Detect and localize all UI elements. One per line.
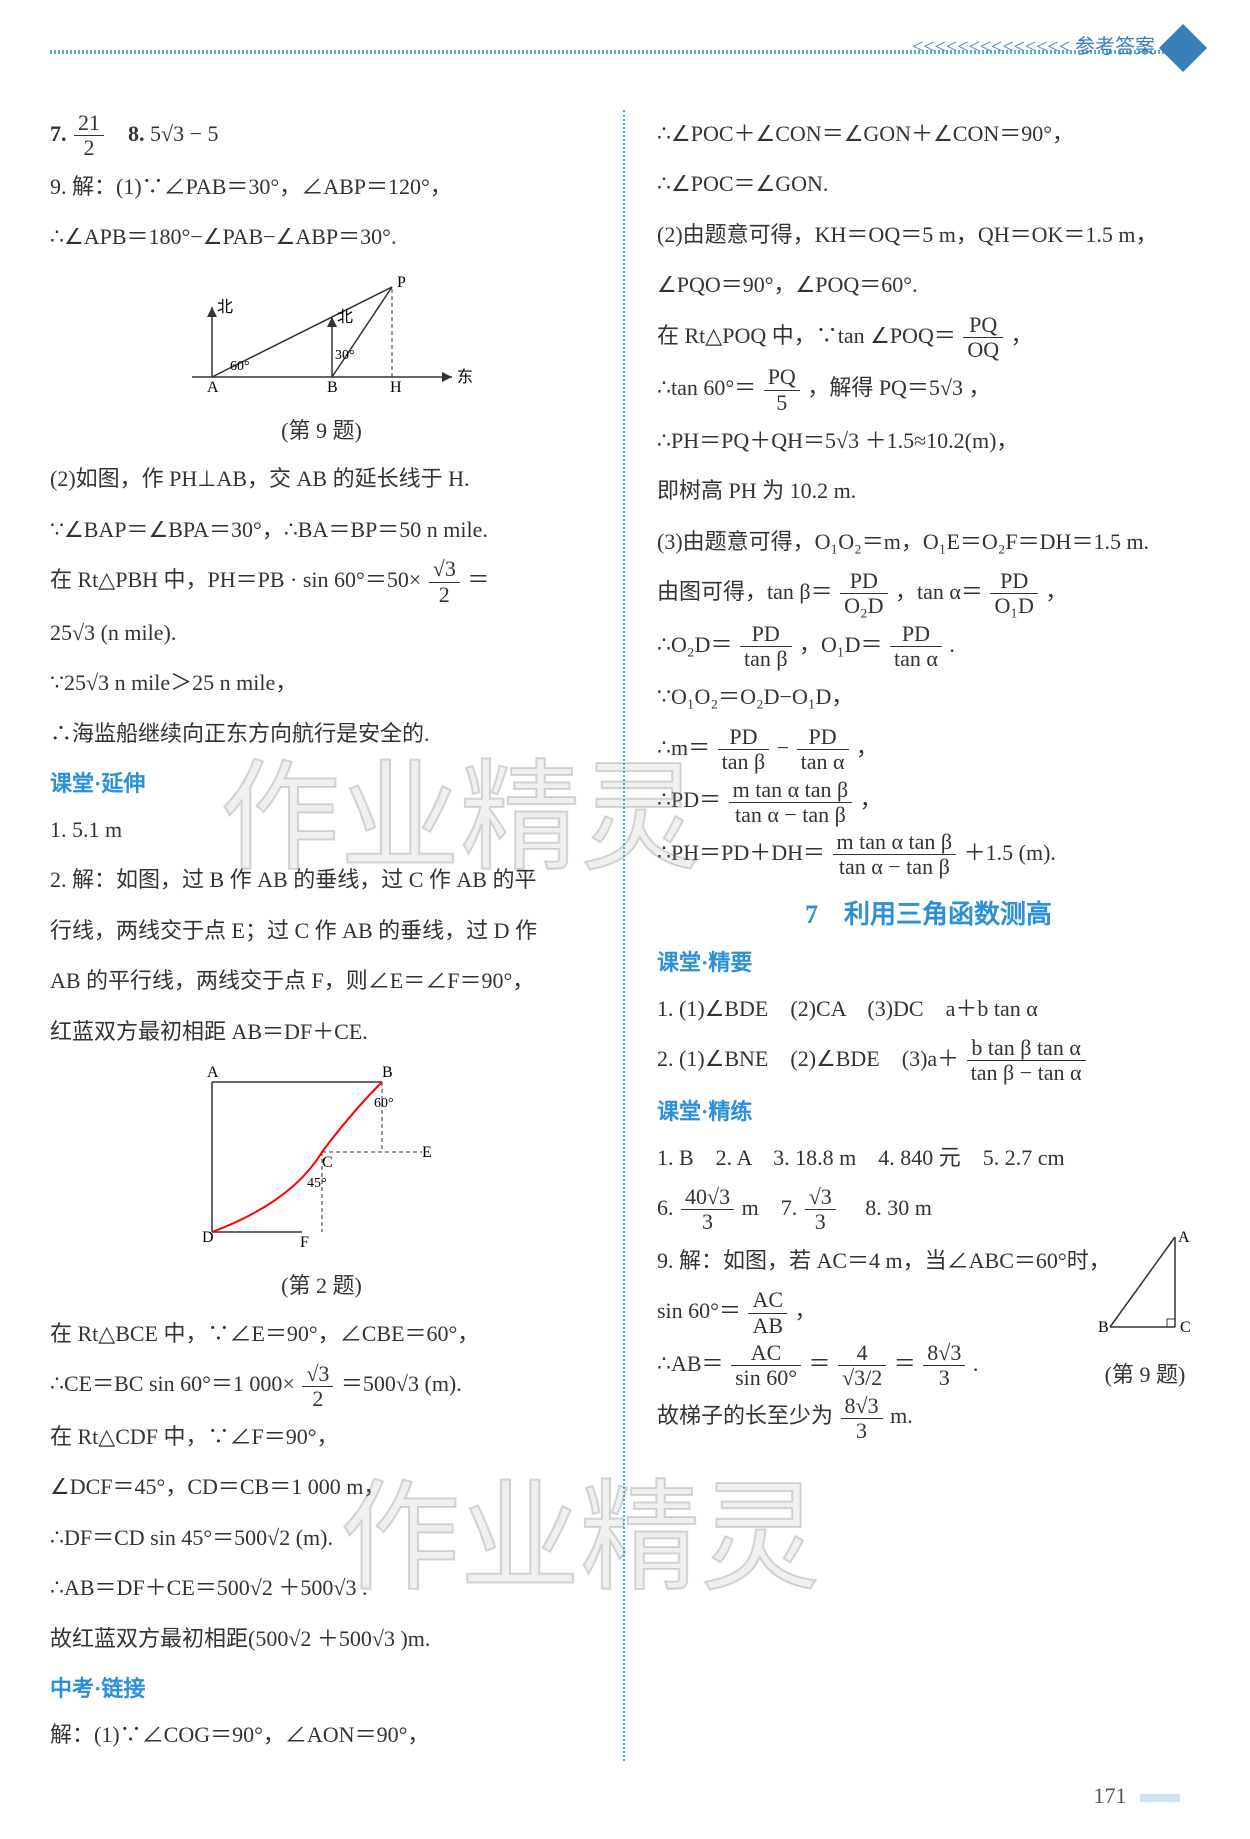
ext-2a: 2. 解：如图，过 B 作 AB 的垂线，过 C 作 AB 的平 [50, 856, 593, 904]
page-banner: <<<<<<<<<<<<<< 参考答案 [50, 40, 1200, 70]
svg-text:60°: 60° [374, 1096, 394, 1111]
r7: ∴PH＝PQ＋QH＝5√3 ＋1.5≈10.2(m)， [657, 417, 1200, 465]
r15: ∴PH＝PD＋DH＝ m tan α tan βtan α − tan β ＋1… [657, 829, 1200, 880]
svg-text:45°: 45° [307, 1176, 327, 1191]
r9: (3)由题意可得，O₁O₂＝m，O₁E＝O₂F＝DH＝1.5 m. [657, 518, 1200, 566]
jy2: 2. (1)∠BNE (2)∠BDE (3)a＋ b tan β tan αta… [657, 1035, 1200, 1086]
ext-2c: AB 的平行线，两线交于点 F，则∠E＝∠F＝90°， [50, 957, 593, 1005]
frac-7: 21 2 [74, 111, 104, 160]
r8: 即树高 PH 为 10.2 m. [657, 467, 1200, 515]
label-7: 7. [50, 121, 67, 146]
page-bar-icon [1140, 1794, 1180, 1802]
svg-text:B: B [1098, 1319, 1109, 1336]
svg-text:B: B [382, 1064, 393, 1081]
right-column: ∴∠POC＋∠CON＝∠GON＋∠CON＝90°， ∴∠POC＝∠GON. (2… [657, 110, 1200, 1761]
figure-2: A B C E D F 60° 45° [182, 1062, 462, 1262]
r2: ∴∠POC＝∠GON. [657, 160, 1200, 208]
ext-1: 1. 5.1 m [50, 806, 593, 854]
figure-9-caption: (第 9 题) [50, 413, 593, 445]
page-number: 171 [1094, 1783, 1181, 1809]
q9-line8: ∴海监船继续向正东方向航行是安全的. [50, 710, 593, 758]
heading-jingyao: 课堂·精要 [657, 945, 1200, 977]
ext-2g: 在 Rt△CDF 中，∵∠F＝90°， [50, 1413, 593, 1461]
jl9d: 故梯子的长至少为 8√33 m. [657, 1392, 1200, 1443]
q9-line5: 在 Rt△PBH 中，PH＝PB · sin 60°＝50× √3 2 ＝ [50, 556, 593, 607]
banner-text: 参考答案 [1075, 36, 1155, 58]
figure-2-caption: (第 2 题) [50, 1268, 593, 1300]
jy1: 1. (1)∠BDE (2)CA (3)DC a＋b tan α [657, 985, 1200, 1033]
svg-text:A: A [207, 379, 219, 396]
q9-line6: 25√3 (n mile). [50, 609, 593, 657]
svg-text:C: C [1180, 1319, 1191, 1336]
ext-2j: ∴AB＝DF＋CE＝500√2 ＋500√3 . [50, 1564, 593, 1612]
svg-text:北: 北 [337, 308, 353, 326]
banner-right-label: <<<<<<<<<<<<<< 参考答案 [912, 30, 1200, 65]
zk-line1: 解：(1)∵∠COG＝90°，∠AON＝90°， [50, 1711, 593, 1759]
svg-text:P: P [397, 274, 406, 291]
two-column-layout: 7. 21 2 8. 5√3 − 5 9. 解：(1)∵∠PAB＝30°，∠AB… [50, 110, 1200, 1761]
left-column: 7. 21 2 8. 5√3 − 5 9. 解：(1)∵∠PAB＝30°，∠AB… [50, 110, 593, 1761]
figure-9r-caption: (第 9 题) [1090, 1357, 1200, 1389]
column-divider [623, 110, 627, 1761]
r3: (2)由题意可得，KH＝OQ＝5 m，QH＝OK＝1.5 m， [657, 211, 1200, 259]
ext-2b: 行线，两线交于点 E；过 C 作 AB 的垂线，过 D 作 [50, 907, 593, 955]
ext-2e: 在 Rt△BCE 中，∵∠E＝90°，∠CBE＝60°， [50, 1310, 593, 1358]
val-8: 5√3 − 5 [150, 121, 218, 146]
r5: 在 Rt△POQ 中，∵tan ∠POQ＝ PQOQ ， [657, 312, 1200, 363]
r11: ∴O₂D＝ PDtan β ，O₁D＝ PDtan α . [657, 621, 1200, 672]
r10: 由图可得，tan β＝ PDO₂D ，tan α＝ PDO₁D ， [657, 568, 1200, 619]
label-8: 8. [128, 121, 145, 146]
svg-text:B: B [327, 379, 338, 396]
figure-9-right: A B C [1090, 1227, 1200, 1357]
r1: ∴∠POC＋∠CON＝∠GON＋∠CON＝90°， [657, 110, 1200, 158]
ext-2h: ∠DCF＝45°，CD＝CB＝1 000 m， [50, 1463, 593, 1511]
section-7-title: 7 利用三角函数测高 [657, 894, 1200, 931]
ext-2d: 红蓝双方最初相距 AB＝DF＋CE. [50, 1008, 593, 1056]
heading-zhongkao: 中考·链接 [50, 1671, 593, 1703]
banner-chevrons: <<<<<<<<<<<<<< [912, 36, 1070, 58]
ext-2f: ∴CE＝BC sin 60°＝1 000× √3 2 ＝500√3 (m). [50, 1360, 593, 1411]
r6: ∴tan 60°＝ PQ5 ，解得 PQ＝5√3 ， [657, 364, 1200, 415]
svg-text:F: F [300, 1234, 309, 1251]
svg-text:D: D [202, 1229, 214, 1246]
r14: ∴PD＝ m tan α tan βtan α − tan β ， [657, 776, 1200, 827]
svg-text:A: A [207, 1064, 219, 1081]
r4: ∠PQO＝90°，∠POQ＝60°. [657, 261, 1200, 309]
frac-sqrt3-2: √3 2 [429, 557, 460, 606]
figure-9-left: A B H P 北 北 60° 30° 东 [172, 267, 472, 407]
svg-text:E: E [422, 1144, 432, 1161]
ext-2i: ∴DF＝CD sin 45°＝500√2 (m). [50, 1514, 593, 1562]
r12: ∵O₁O₂＝O₂D−O₁D， [657, 673, 1200, 721]
ans-7-8: 7. 21 2 8. 5√3 − 5 [50, 110, 593, 161]
svg-text:H: H [390, 379, 402, 396]
svg-text:北: 北 [217, 298, 233, 316]
q9-line2: ∴∠APB＝180°−∠PAB−∠ABP＝30°. [50, 213, 593, 261]
svg-text:C: C [322, 1154, 333, 1171]
heading-extension: 课堂·延伸 [50, 766, 593, 798]
q9-line4: ∵∠BAP＝∠BPA＝30°，∴BA＝BP＝50 n mile. [50, 506, 593, 554]
svg-text:东: 东 [457, 368, 472, 386]
svg-text:60°: 60° [230, 359, 250, 374]
jl-row: 1. B 2. A 3. 18.8 m 4. 840 元 5. 2.7 cm [657, 1134, 1200, 1182]
r13: ∴m＝ PDtan β − PDtan α ， [657, 724, 1200, 775]
q9-line1: 9. 解：(1)∵∠PAB＝30°，∠ABP＝120°， [50, 163, 593, 211]
heading-jinglian: 课堂·精练 [657, 1094, 1200, 1126]
banner-diamond-icon [1159, 24, 1207, 72]
q9-line7: ∵25√3 n mile＞25 n mile， [50, 659, 593, 707]
ext-2k: 故红蓝双方最初相距(500√2 ＋500√3 )m. [50, 1615, 593, 1663]
q9-line3: (2)如图，作 PH⊥AB，交 AB 的延长线于 H. [50, 455, 593, 503]
svg-text:A: A [1178, 1229, 1190, 1246]
svg-text:30°: 30° [335, 348, 355, 363]
